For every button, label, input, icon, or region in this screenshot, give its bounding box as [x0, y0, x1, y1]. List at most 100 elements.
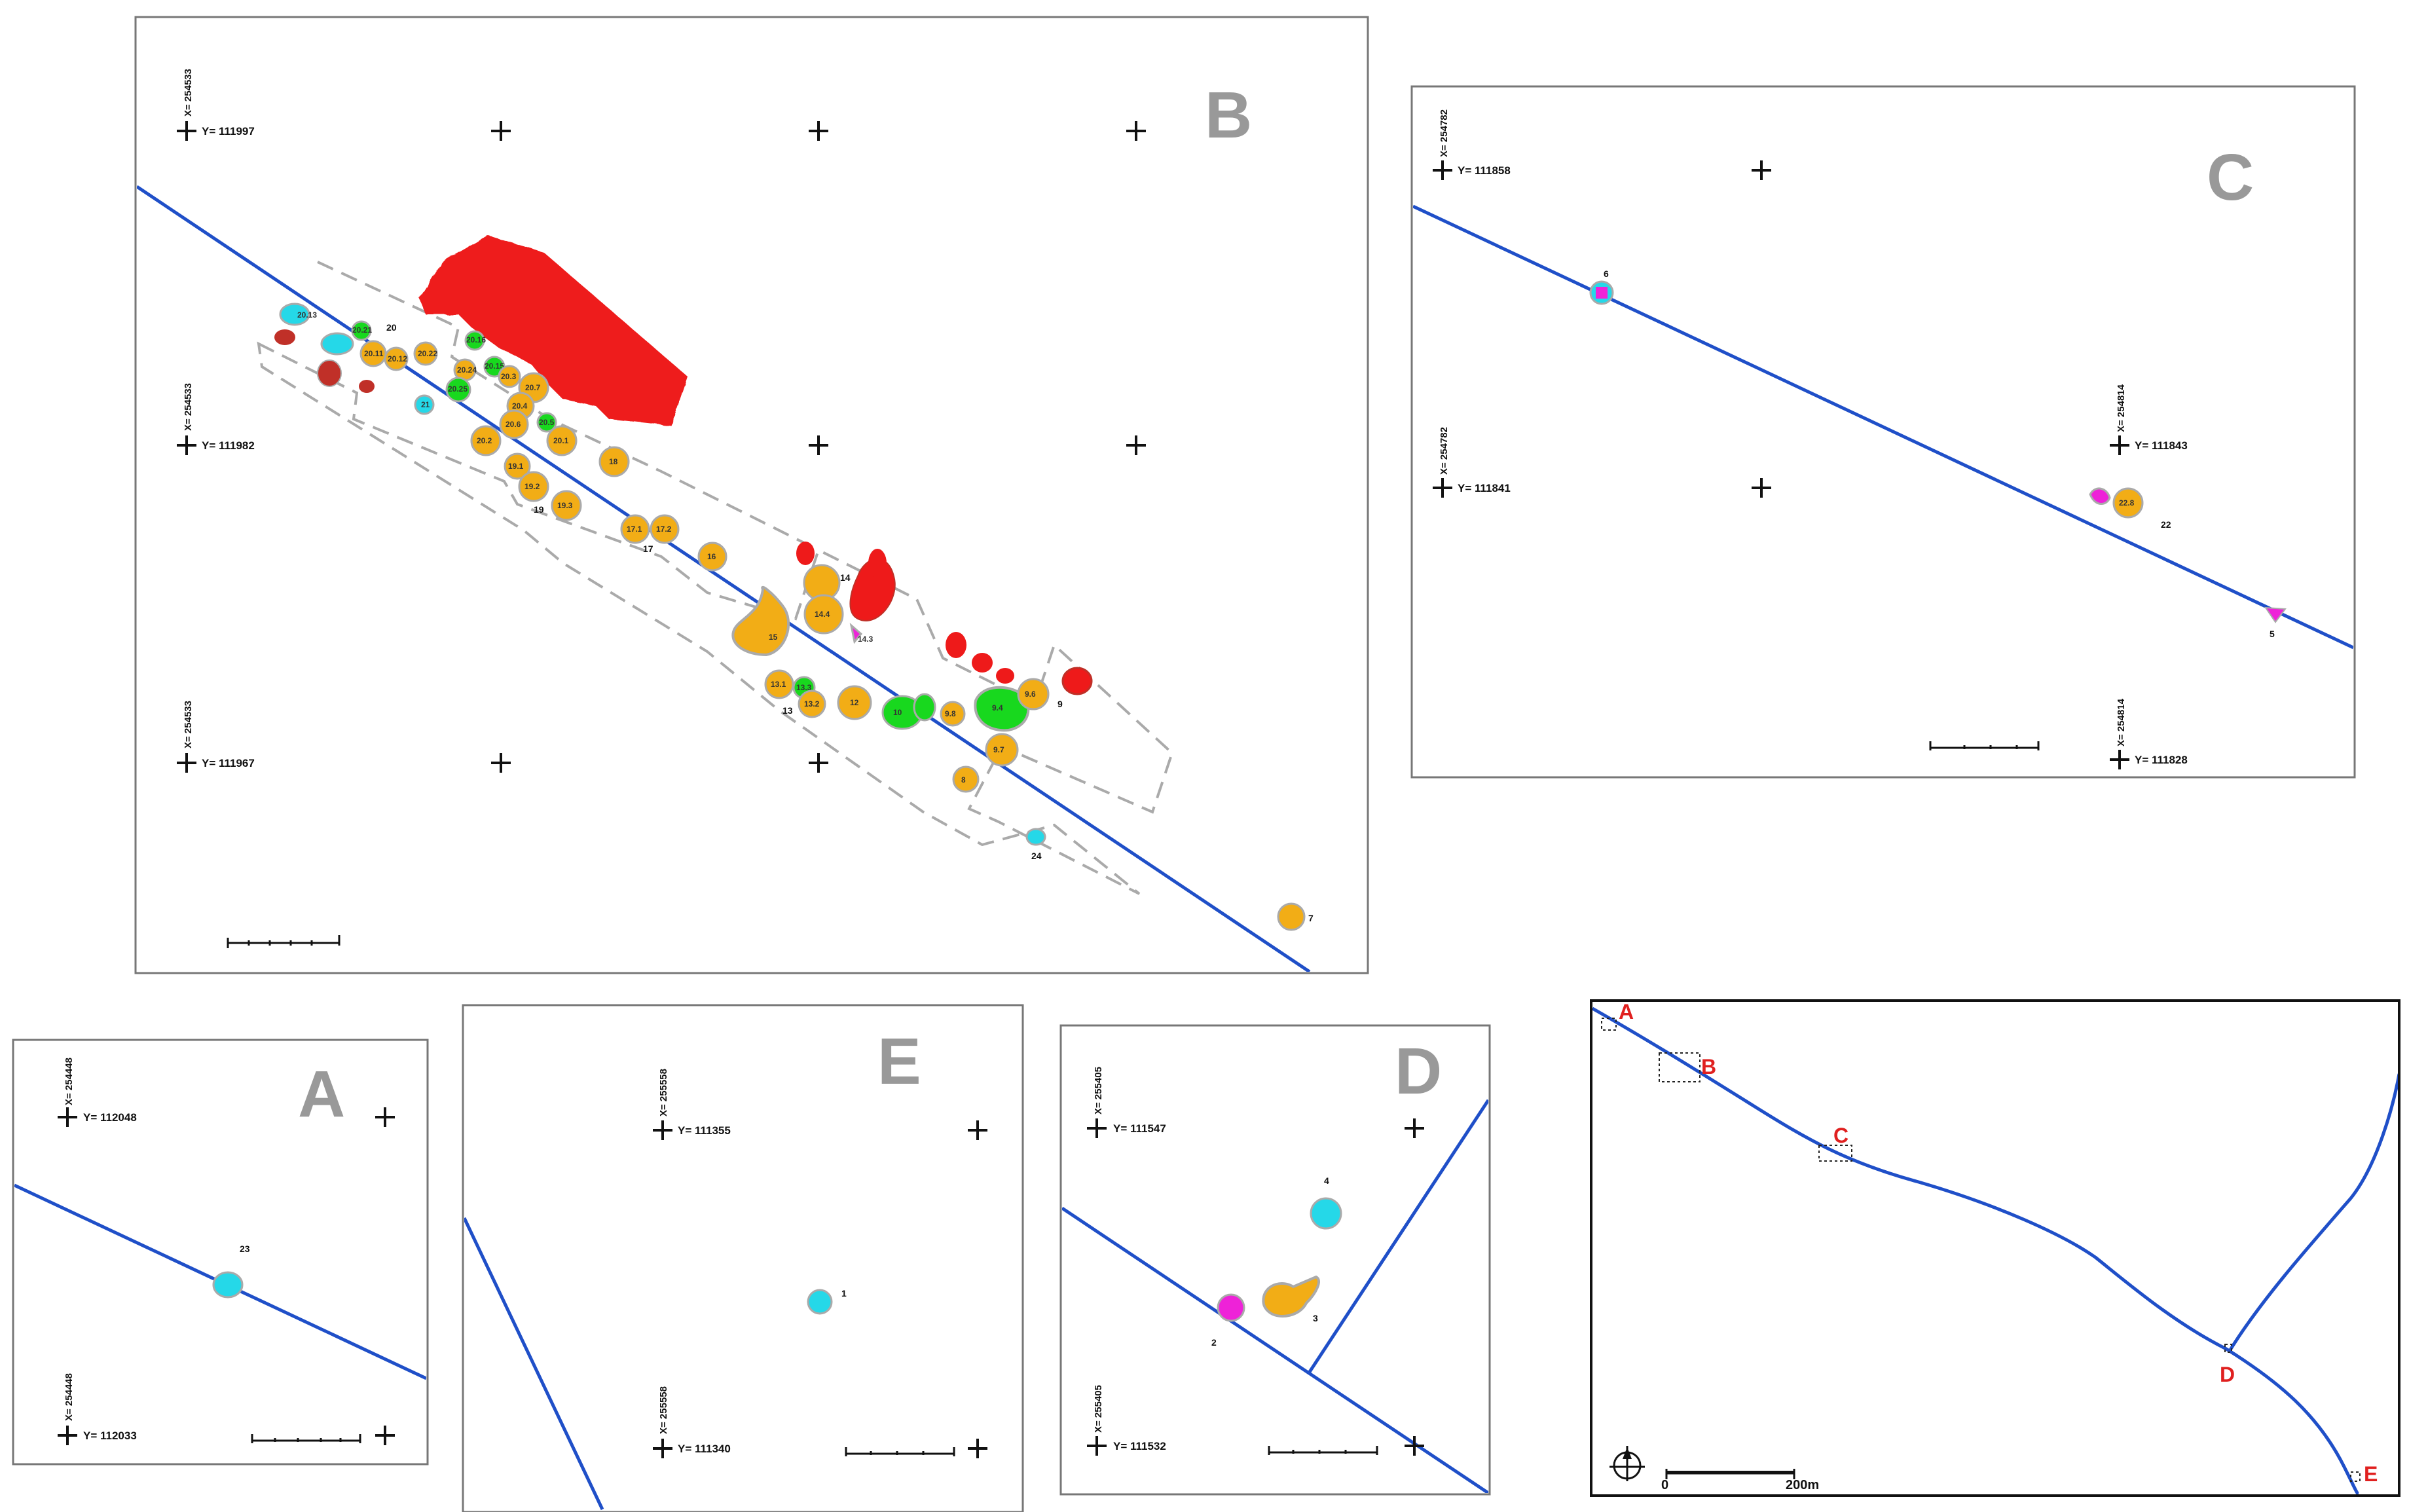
coord-x-bot: X= 254448	[64, 1373, 75, 1421]
coord-x-bot: X= 254533	[183, 701, 194, 748]
scale-bar	[251, 1434, 361, 1443]
overview-frame	[1590, 999, 2400, 1497]
feature	[1310, 1197, 1342, 1230]
feature-label: 7	[1308, 913, 1314, 923]
grid-crosses	[653, 1120, 987, 1458]
coord-y-bot: Y= 111340	[678, 1443, 731, 1455]
feature-label: 19.2	[524, 482, 540, 491]
feature-label: 9	[1057, 699, 1063, 709]
feature-label: 9.6	[1025, 690, 1036, 699]
feature: 20.1	[546, 425, 578, 456]
feature-label: 13.3	[796, 683, 812, 692]
site-markers	[1601, 1018, 2361, 1482]
feature-label: 20.25	[448, 384, 468, 394]
coord-x-left-mid: X= 254782	[1439, 427, 1450, 475]
feature-label: 19.1	[508, 462, 524, 471]
feature-label: 20.4	[512, 401, 528, 411]
feature-label: 20.7	[525, 383, 541, 392]
features-group-b: 20.13 20.21 20 20.11 20.12 20.22 20.24 2…	[274, 303, 1314, 931]
coord-y-top: Y= 111997	[202, 125, 255, 138]
feature-label: 16	[707, 552, 716, 561]
feature	[212, 1271, 244, 1299]
feature-label: 20	[386, 322, 397, 333]
feature-label: 10	[893, 708, 902, 717]
feature	[317, 360, 342, 387]
coord-y-mid: Y= 111982	[202, 439, 255, 452]
feature-label: 20.13	[297, 310, 317, 320]
feature: 17.2	[650, 514, 680, 544]
feature	[972, 653, 993, 673]
red-structure-block	[419, 236, 688, 426]
feature-label: 20.3	[501, 372, 517, 381]
panel-d: Y= 111547 X= 255405 Y= 111532 X= 255405 …	[1059, 1024, 1491, 1496]
panel-letter: C	[2207, 141, 2254, 214]
feature-label: 20.1	[553, 436, 569, 445]
road-branch-line	[2228, 1073, 2398, 1352]
feature: 9.7	[985, 733, 1019, 767]
feature-label: 17	[643, 544, 653, 554]
panel-letter: E	[877, 1025, 921, 1098]
coord-x-top: X= 254782	[1439, 109, 1450, 157]
feature: 20.11	[359, 340, 387, 367]
feature-label: 13.1	[771, 680, 786, 689]
panel-b-frame	[134, 16, 1369, 974]
coord-x-top: X= 255405	[1093, 1067, 1104, 1115]
coord-y-right-mid: Y= 111843	[2135, 439, 2188, 452]
feature-label: 19.3	[557, 501, 573, 510]
feature-label: 20.12	[388, 354, 407, 363]
feature-label: 22.8	[2119, 498, 2135, 507]
site-box-d	[2224, 1344, 2232, 1353]
feature-label: 20.22	[418, 349, 437, 358]
feature: 9.4	[974, 686, 1030, 732]
panel-c-frame	[1410, 85, 2356, 779]
feature: 20.3	[498, 365, 521, 388]
panel-letter: B	[1205, 79, 1252, 152]
feature: 20.6	[499, 409, 529, 439]
feature	[807, 1289, 833, 1315]
feature-label: 14	[840, 572, 851, 583]
grid-crosses	[1433, 160, 2129, 769]
feature	[359, 380, 375, 393]
feature	[849, 622, 863, 644]
feature-label: 8	[961, 775, 966, 784]
coord-x-right-bot: X= 254814	[2116, 698, 2127, 747]
feature: 20.12	[384, 346, 409, 371]
feature-label: 6	[1604, 268, 1609, 279]
trench-outline	[257, 341, 1174, 895]
feature-label: 20.16	[466, 335, 486, 344]
coord-x-bot: X= 255405	[1093, 1385, 1104, 1433]
panel-c: Y= 111858 X= 254782 Y= 111841 X= 254782 …	[1410, 85, 2356, 779]
coord-y-top: Y= 111547	[1113, 1122, 1166, 1135]
feature: 9.8	[940, 701, 966, 727]
feature: 20.22	[413, 341, 438, 366]
coord-x-right-mid: X= 254814	[2116, 384, 2127, 432]
road-line	[137, 185, 1311, 972]
feature	[1025, 828, 1046, 846]
scale-bar	[845, 1447, 955, 1456]
feature: 13.1	[764, 669, 794, 699]
site-label-e: E	[2364, 1462, 2378, 1486]
feature	[2089, 487, 2111, 505]
feature	[913, 693, 936, 722]
site-label-c: C	[1833, 1124, 1848, 1147]
scale-start-label: 0	[1661, 1478, 1668, 1492]
feature-label: 13.2	[804, 699, 820, 709]
site-box-b	[1659, 1052, 1701, 1082]
site-box-c	[1818, 1145, 1852, 1162]
feature: 16	[697, 542, 727, 572]
feature: 18	[598, 446, 630, 477]
scale-end-label: 200m	[1786, 1478, 1819, 1492]
feature-label: 19	[534, 504, 544, 515]
site-box-a	[1601, 1018, 1617, 1031]
feature: 19.1	[504, 452, 531, 480]
feature: 20.25	[445, 377, 471, 403]
feature-label: 21	[421, 400, 430, 409]
coord-y-top: Y= 111858	[1458, 164, 1511, 177]
site-label-b: B	[1701, 1055, 1716, 1079]
feature-label: 9.8	[945, 709, 956, 718]
feature-label: 14.4	[815, 610, 830, 619]
feature-label: 20.24	[457, 365, 477, 375]
road-line	[1592, 1006, 2360, 1494]
road-line	[464, 1217, 604, 1511]
feature: 19.3	[551, 490, 582, 521]
